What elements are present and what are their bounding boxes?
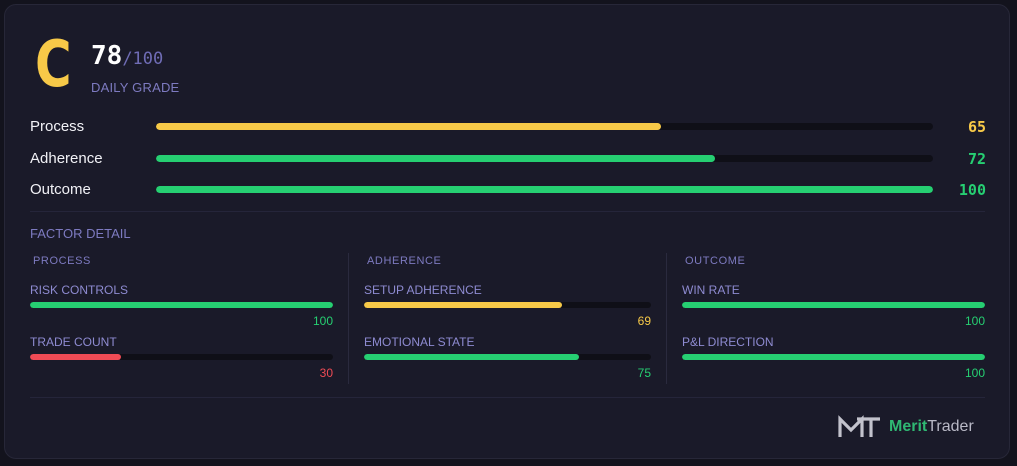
metric-fill [156, 123, 662, 130]
metric-label: Adherence [30, 150, 103, 167]
factor-fill [364, 354, 580, 360]
factor-track [364, 302, 651, 308]
brand-name: MeritTrader [889, 418, 974, 436]
metric-outcome: Outcome 100 [5, 180, 1011, 200]
metric-track [156, 186, 933, 193]
grade-label: DAILY GRADE [91, 80, 180, 95]
merittrader-logo-icon [838, 415, 880, 437]
metric-value: 65 [967, 118, 986, 136]
factor-track [30, 302, 333, 308]
daily-grade-card: C 78/100 DAILY GRADE Process 65 Adherenc… [4, 4, 1010, 459]
factor-value: 75 [637, 366, 651, 380]
divider [30, 211, 985, 212]
factor-label: SETUP ADHERENCE [364, 283, 482, 297]
grade-score-value: 78 [91, 41, 123, 71]
grade-score-max: /100 [122, 49, 164, 69]
factor-fill [682, 354, 985, 360]
factor-fill [30, 354, 121, 360]
factor-label: WIN RATE [682, 283, 740, 297]
factor-detail-title: FACTOR DETAIL [30, 226, 131, 241]
factor-track [364, 354, 651, 360]
factor-track [682, 354, 985, 360]
factor-fill [364, 302, 563, 308]
metric-fill [156, 155, 716, 162]
metric-label: Outcome [30, 181, 91, 198]
factor-label: P&L DIRECTION [682, 335, 774, 349]
metric-label: Process [30, 118, 85, 135]
divider [30, 397, 985, 398]
factor-column-outcome: OUTCOME WIN RATE 100 P&L DIRECTION 100 [682, 255, 985, 382]
metric-value: 100 [958, 181, 986, 199]
metric-process: Process 65 [5, 117, 1011, 137]
brand-part-1: Merit [889, 418, 928, 435]
factor-value: 100 [964, 314, 985, 328]
column-title: ADHERENCE [367, 255, 442, 267]
factor-value: 100 [312, 314, 333, 328]
factor-value: 69 [637, 314, 651, 328]
grade-letter: C [35, 28, 72, 102]
brand-logo: MeritTrader [837, 415, 985, 439]
grade-score: 78/100 [91, 42, 163, 73]
metric-value: 72 [967, 150, 986, 168]
metric-adherence: Adherence 72 [5, 149, 1011, 169]
factor-value: 100 [964, 366, 985, 380]
factor-fill [30, 302, 333, 308]
metric-track [156, 155, 933, 162]
column-separator [666, 253, 667, 384]
brand-part-2: Trader [927, 418, 974, 435]
column-title: PROCESS [33, 255, 91, 267]
factor-column-process: PROCESS RISK CONTROLS 100 TRADE COUNT 30 [30, 255, 333, 382]
metric-track [156, 123, 933, 130]
factor-track [682, 302, 985, 308]
factor-track [30, 354, 333, 360]
factor-label: EMOTIONAL STATE [364, 335, 475, 349]
factor-column-adherence: ADHERENCE SETUP ADHERENCE 69 EMOTIONAL S… [364, 255, 651, 382]
factor-fill [682, 302, 985, 308]
factor-label: TRADE COUNT [30, 335, 117, 349]
metric-fill [156, 186, 933, 193]
factor-label: RISK CONTROLS [30, 283, 129, 297]
factor-value: 30 [319, 366, 333, 380]
column-title: OUTCOME [685, 255, 746, 267]
column-separator [348, 253, 349, 384]
